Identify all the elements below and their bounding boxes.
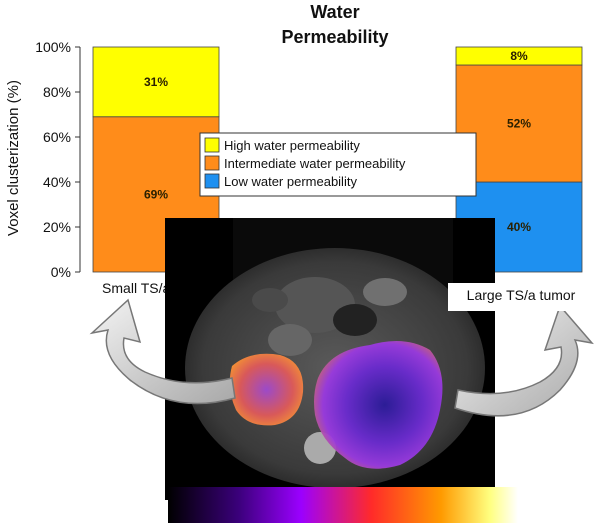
- y-tick-label: 100%: [35, 39, 71, 55]
- legend-swatch-intermediate: [204, 155, 220, 171]
- category-label-bg: [448, 283, 596, 311]
- colorbar: [168, 487, 518, 523]
- data-label: 52%: [507, 117, 531, 131]
- category-label-large: Large TS/a tumor: [467, 287, 576, 303]
- data-label: 31%: [144, 75, 168, 89]
- y-tick-label: 20%: [43, 219, 71, 235]
- data-label: 40%: [507, 220, 531, 234]
- legend-label-low: Low water permeability: [224, 174, 357, 189]
- y-tick-label: 0%: [51, 264, 71, 280]
- chart-title-line1: Water: [310, 2, 359, 22]
- y-axis-label: Voxel clusterization (%): [5, 80, 22, 236]
- legend: High water permeability Intermediate wat…: [199, 132, 477, 197]
- small-tumor-region: [229, 353, 304, 426]
- curved-arrow-left-icon: [89, 298, 236, 405]
- bar-segment-high-large: [455, 46, 583, 66]
- legend-label-high: High water permeability: [224, 138, 360, 153]
- legend-label-intermediate: Intermediate water permeability: [224, 156, 406, 171]
- bar-segment-high-small: [92, 46, 220, 118]
- y-axis-ticks: 0% 20% 40% 60% 80% 100%: [35, 39, 80, 280]
- legend-swatch-low: [204, 173, 220, 189]
- y-tick-label: 60%: [43, 129, 71, 145]
- chart-title-line2: Permeability: [281, 27, 388, 47]
- legend-swatch-high: [204, 137, 220, 153]
- data-label: 8%: [510, 49, 528, 63]
- mri-scan-image: [165, 218, 495, 500]
- y-tick-label: 40%: [43, 174, 71, 190]
- y-tick-label: 80%: [43, 84, 71, 100]
- large-tumor-region: [314, 341, 443, 469]
- data-label: 69%: [144, 187, 168, 201]
